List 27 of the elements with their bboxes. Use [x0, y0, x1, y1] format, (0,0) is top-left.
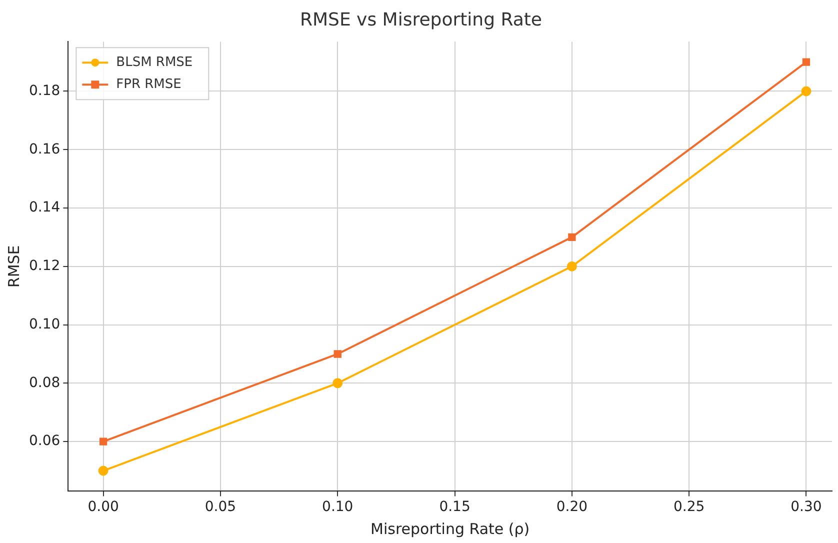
y-tick-label: 0.12	[29, 258, 60, 274]
point	[332, 378, 343, 388]
point	[566, 261, 577, 272]
legend-label: FPR RMSE	[116, 76, 182, 92]
y-tick-label: 0.10	[29, 316, 60, 332]
y-tick-label: 0.18	[29, 82, 60, 99]
x-tick-label: 0.30	[790, 499, 822, 516]
y-axis-title: RMSE	[4, 245, 23, 288]
x-tick-label: 0.20	[556, 499, 588, 516]
x-axis-title: Misreporting Rate (ρ)	[370, 520, 530, 538]
y-tick-label: 0.16	[29, 141, 60, 158]
point	[801, 86, 812, 96]
point	[334, 350, 342, 358]
y-tick-label: 0.14	[29, 200, 60, 216]
point	[99, 438, 108, 446]
x-tick-label: 0.05	[204, 499, 236, 516]
x-tick-label: 0.00	[88, 499, 119, 516]
x-tick-label: 0.25	[673, 499, 705, 516]
point	[98, 466, 108, 476]
y-tick-label: 0.08	[29, 374, 60, 391]
chart-title: RMSE vs Misreporting Rate	[300, 9, 542, 30]
point	[568, 233, 576, 242]
x-tick-label: 0.10	[322, 499, 354, 516]
legend-label: BLSM RMSE	[116, 54, 193, 70]
y-tick-label: 0.06	[29, 433, 60, 450]
point	[802, 58, 810, 66]
x-tick-label: 0.15	[439, 499, 470, 516]
